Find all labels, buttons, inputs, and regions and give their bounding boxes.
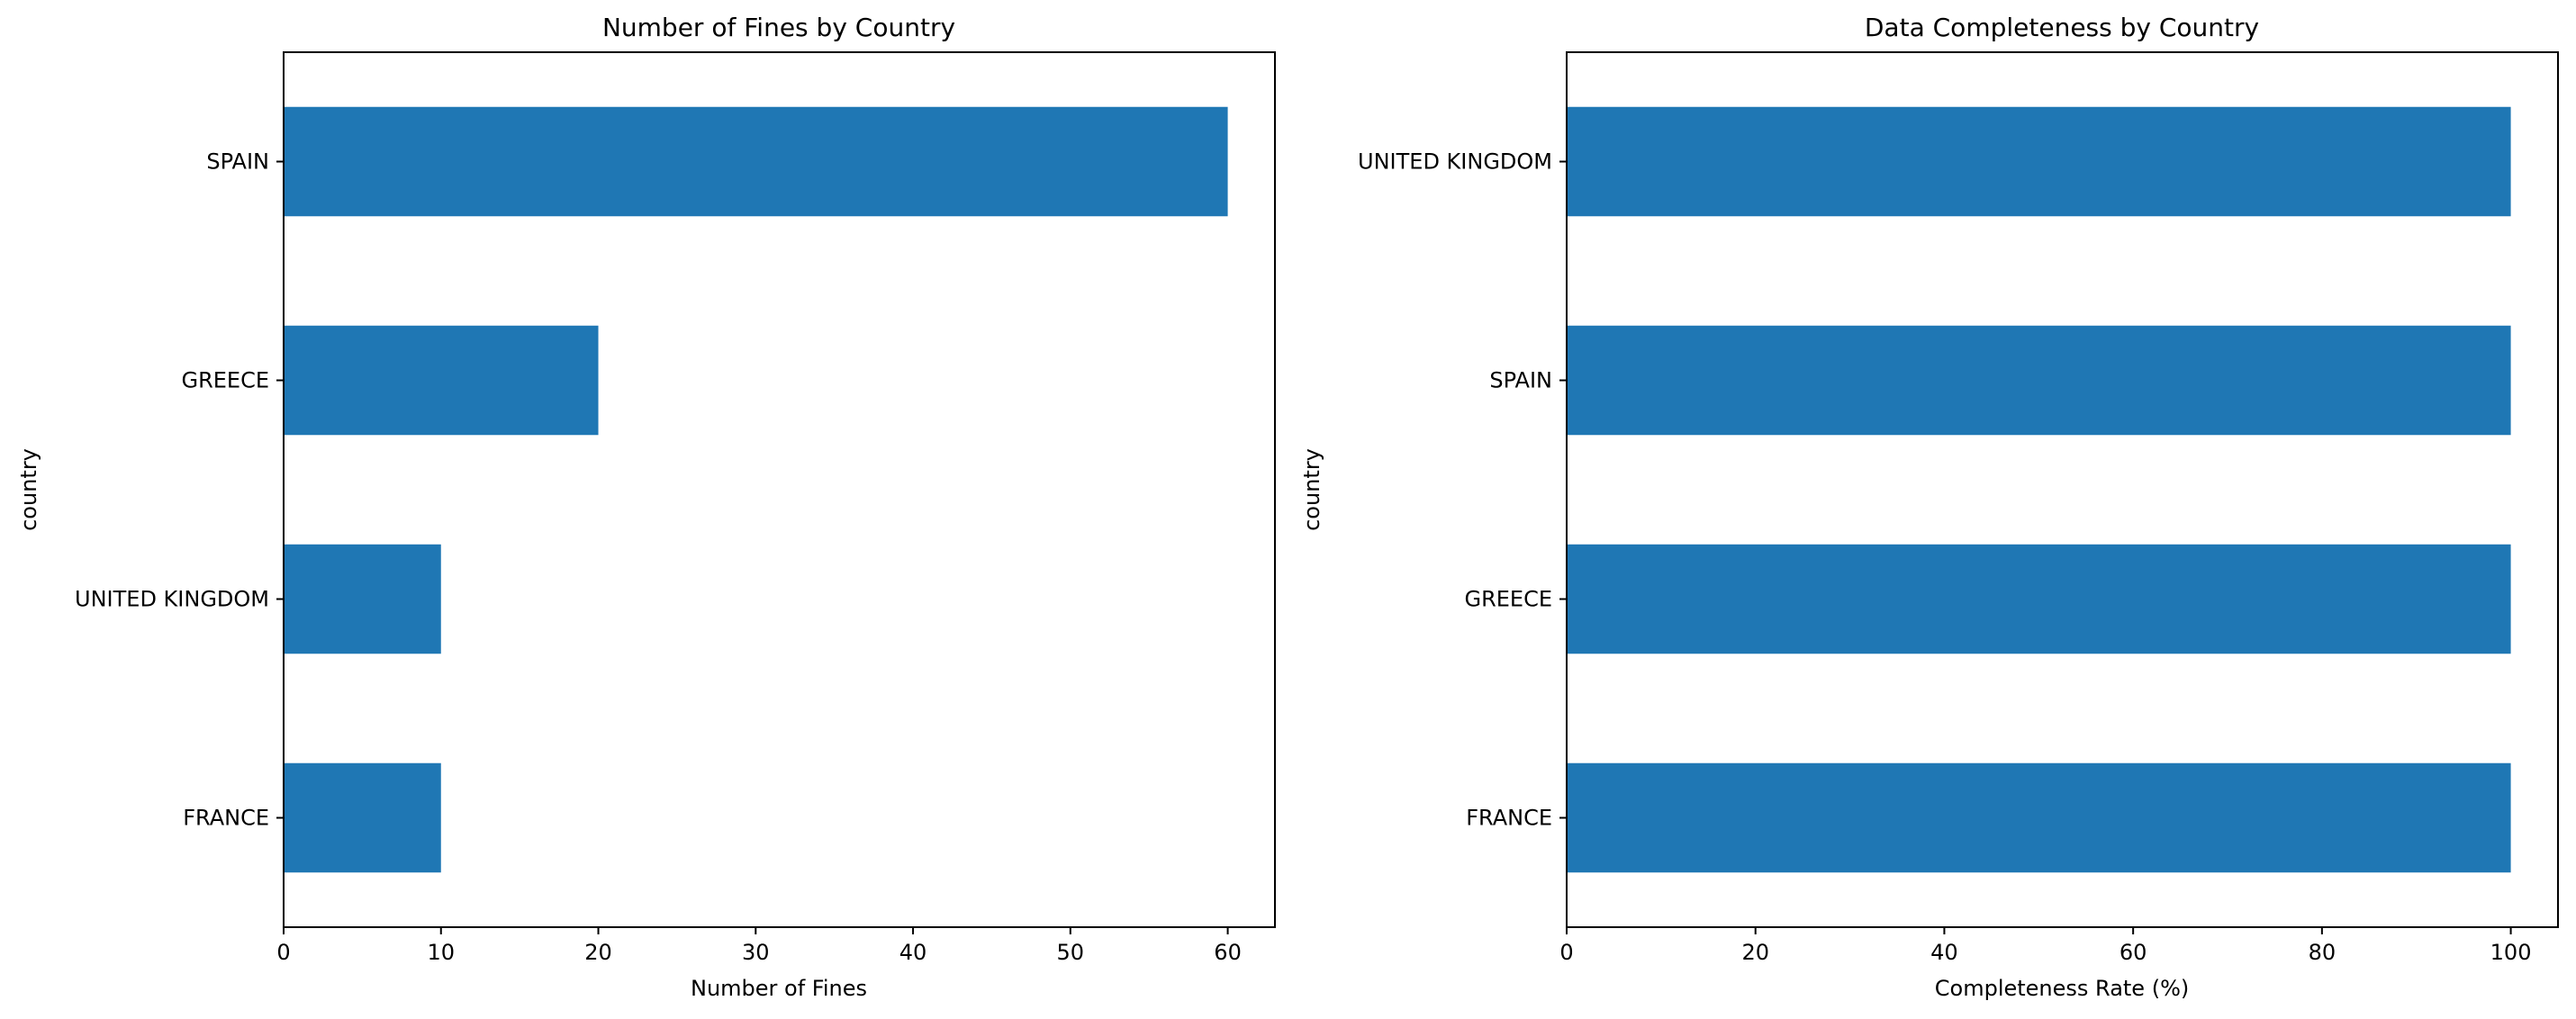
chart-title: Number of Fines by Country [602, 13, 955, 42]
x-tick-label: 60 [2120, 940, 2147, 965]
x-tick-label: 60 [1214, 940, 1242, 965]
x-ticks: 0 20 40 60 80 100 [1559, 927, 2531, 965]
x-axis-label: Number of Fines [691, 976, 867, 1001]
x-tick-label: 40 [1930, 940, 1958, 965]
y-tick-label: FRANCE [1466, 806, 1552, 831]
bars-group [1567, 106, 2511, 873]
plot-frame [1566, 51, 2559, 928]
x-tick-label: 30 [742, 940, 770, 965]
bar [284, 762, 441, 873]
y-tick-label: UNITED KINGDOM [1358, 149, 1552, 175]
x-tick-label: 40 [899, 940, 927, 965]
bar [284, 106, 1228, 217]
completeness-chart: Data Completeness by Country 0 20 40 60 80 10… [1299, 13, 2559, 1001]
x-tick-label: 100 [2490, 940, 2532, 965]
x-tick-label: 50 [1057, 940, 1085, 965]
bar [1567, 762, 2511, 873]
y-tick-label: GREECE [1464, 587, 1552, 612]
bars-group [284, 106, 1228, 873]
y-axis-label: country [1299, 448, 1324, 531]
bar [1567, 106, 2511, 217]
y-tick-label: SPAIN [206, 149, 269, 175]
bar [284, 325, 599, 436]
y-tick-label: UNITED KINGDOM [75, 587, 269, 612]
x-tick-label: 0 [1559, 940, 1573, 965]
x-axis-label: Completeness Rate (%) [1935, 976, 2189, 1001]
x-tick-label: 20 [584, 940, 612, 965]
y-tick-label: SPAIN [1489, 368, 1552, 393]
y-tick-label: GREECE [181, 368, 269, 393]
fines-chart: Number of Fines by Country 0 10 20 30 40 50 60… [16, 13, 1276, 1001]
chart-title: Data Completeness by Country [1865, 13, 2259, 42]
y-axis-label: country [16, 448, 41, 531]
plot-frame [283, 51, 1276, 928]
x-ticks: 0 10 20 30 40 50 60 [276, 927, 1242, 965]
x-tick-label: 0 [276, 940, 290, 965]
y-ticks: FRANCE GREECE SPAIN UNITED KINGDOM [1358, 149, 1567, 831]
y-tick-label: FRANCE [183, 806, 269, 831]
bar [284, 544, 441, 654]
x-tick-label: 80 [2309, 940, 2336, 965]
x-tick-label: 10 [427, 940, 455, 965]
bar [1567, 325, 2511, 436]
x-tick-label: 20 [1741, 940, 1769, 965]
y-ticks: FRANCE UNITED KINGDOM GREECE SPAIN [75, 149, 284, 831]
bar [1567, 544, 2511, 654]
